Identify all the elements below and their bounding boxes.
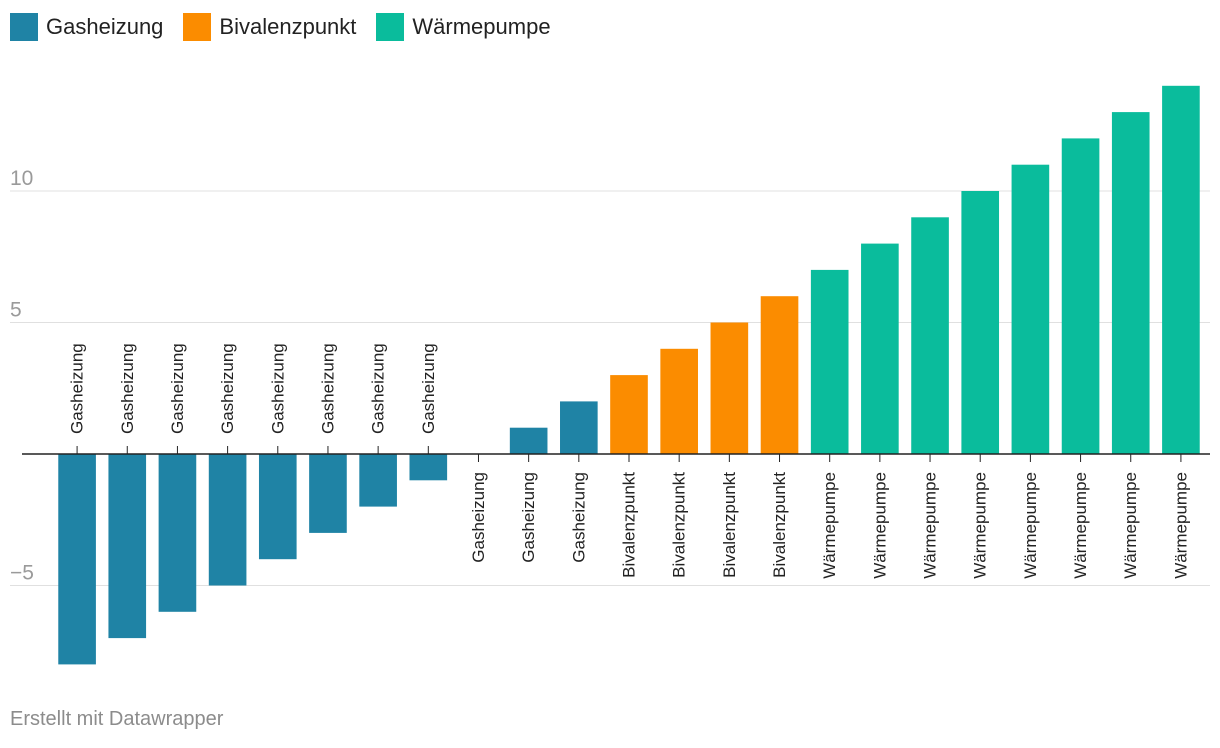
- x-tick-label: Wärmepumpe: [820, 472, 839, 579]
- bar: [309, 454, 347, 533]
- x-tick-label: Gasheizung: [519, 472, 538, 563]
- y-tick-label: 5: [10, 299, 22, 322]
- bar: [760, 296, 799, 454]
- x-tick-label: Gasheizung: [569, 472, 588, 563]
- bar: [1061, 138, 1100, 454]
- legend-item-gasheizung: Gasheizung: [10, 13, 163, 41]
- legend-item-waermepumpe: Wärmepumpe: [376, 13, 551, 41]
- legend-label-waermepumpe: Wärmepumpe: [412, 14, 551, 39]
- bar: [409, 454, 448, 481]
- bar: [961, 191, 1000, 454]
- x-tick-label: Wärmepumpe: [1121, 472, 1140, 579]
- x-tick-label: Gasheizung: [369, 343, 388, 434]
- x-tick-label: Gasheizung: [268, 343, 287, 434]
- bar: [509, 427, 548, 454]
- legend-item-bivalenzpunkt: Bivalenzpunkt: [183, 13, 356, 41]
- x-tick-label: Bivalenzpunkt: [620, 472, 639, 578]
- x-tick-label: Gasheizung: [68, 343, 87, 434]
- x-tick-label: Gasheizung: [469, 472, 488, 563]
- x-tick-label: Wärmepumpe: [1171, 472, 1190, 579]
- x-tick-label: Wärmepumpe: [1021, 472, 1040, 579]
- y-tick-label: 10: [10, 167, 33, 190]
- x-tick-label: Gasheizung: [168, 343, 187, 434]
- x-tick-label: Gasheizung: [318, 343, 337, 434]
- bar: [911, 217, 949, 454]
- legend-swatch-waermepumpe: [376, 13, 405, 41]
- bar: [660, 348, 698, 454]
- bar: [208, 454, 247, 586]
- bar: [610, 375, 648, 454]
- x-tick-label: Bivalenzpunkt: [670, 472, 689, 578]
- bar: [158, 454, 197, 612]
- x-tick-label: Wärmepumpe: [971, 472, 990, 579]
- legend-swatch-gasheizung: [10, 13, 38, 41]
- y-tick-label: −5: [10, 562, 34, 585]
- x-tick-label: Gasheizung: [218, 343, 237, 434]
- x-tick-label: Bivalenzpunkt: [720, 472, 739, 578]
- bar: [560, 401, 598, 454]
- x-tick-label: Bivalenzpunkt: [770, 472, 789, 578]
- legend-label-bivalenzpunkt: Bivalenzpunkt: [219, 14, 357, 39]
- bar: [1111, 112, 1150, 454]
- bar: [58, 454, 96, 665]
- x-tick-label: Gasheizung: [419, 343, 438, 434]
- x-tick-label: Wärmepumpe: [921, 472, 940, 579]
- bar: [861, 243, 899, 454]
- x-tick-label: Gasheizung: [118, 343, 137, 434]
- footer-credit: Erstellt mit Datawrapper: [10, 708, 224, 730]
- bar: [258, 454, 297, 560]
- bar: [710, 322, 749, 454]
- bar: [359, 454, 397, 507]
- bar: [1011, 164, 1050, 454]
- legend-label-gasheizung: Gasheizung: [46, 14, 164, 39]
- legend: Gasheizung Bivalenzpunkt Wärmepumpe: [10, 10, 571, 44]
- legend-swatch-bivalenzpunkt: [183, 13, 212, 41]
- bar: [810, 269, 849, 454]
- x-tick-label: Wärmepumpe: [1071, 472, 1090, 579]
- bar: [108, 454, 147, 639]
- bar: [1162, 85, 1200, 455]
- x-tick-label: Wärmepumpe: [870, 472, 889, 579]
